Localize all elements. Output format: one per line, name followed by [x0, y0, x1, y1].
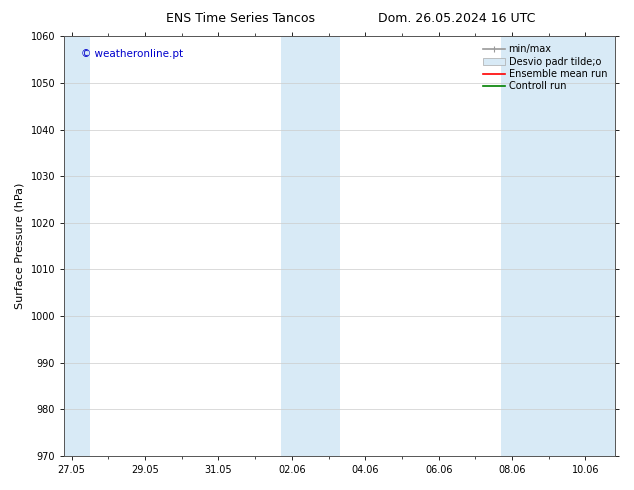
Bar — [281, 36, 340, 456]
Bar — [64, 36, 90, 456]
Legend: min/max, Desvio padr tilde;o, Ensemble mean run, Controll run: min/max, Desvio padr tilde;o, Ensemble m… — [481, 41, 610, 94]
Y-axis label: Surface Pressure (hPa): Surface Pressure (hPa) — [15, 183, 25, 309]
Bar — [501, 36, 615, 456]
Text: Dom. 26.05.2024 16 UTC: Dom. 26.05.2024 16 UTC — [378, 12, 535, 25]
Text: ENS Time Series Tancos: ENS Time Series Tancos — [166, 12, 316, 25]
Text: © weatheronline.pt: © weatheronline.pt — [81, 49, 183, 59]
